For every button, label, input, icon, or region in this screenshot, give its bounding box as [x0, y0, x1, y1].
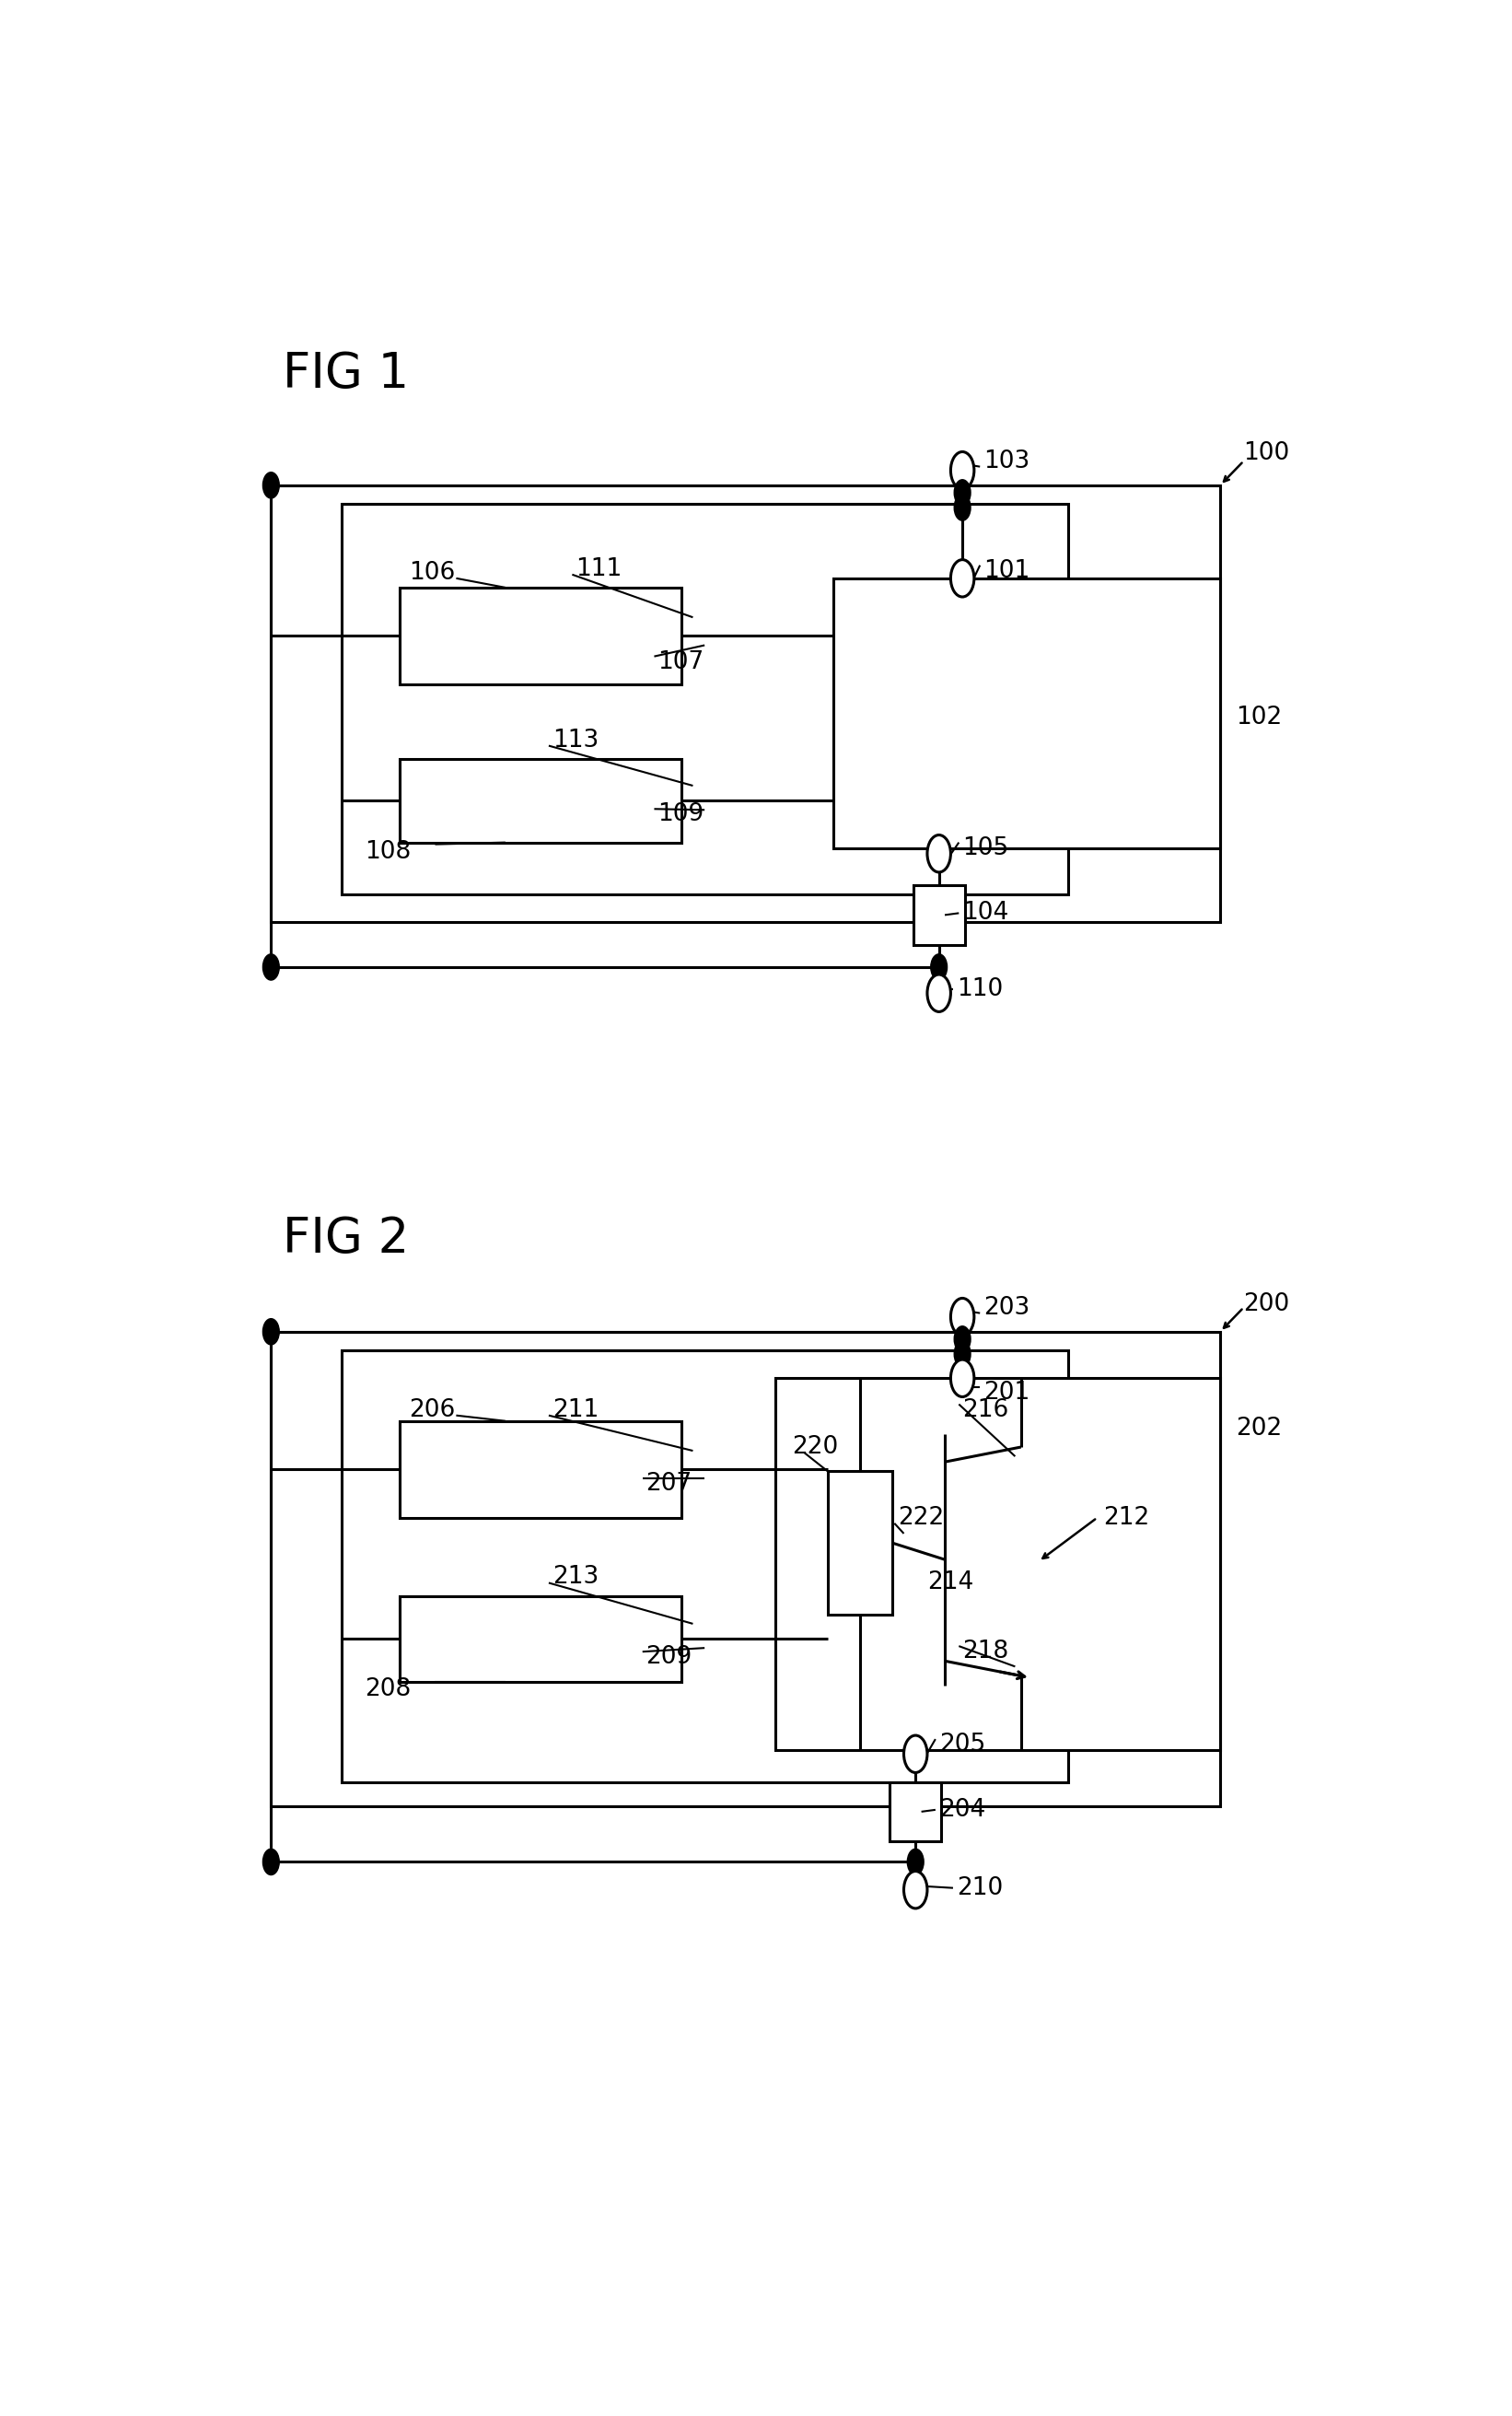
Circle shape	[951, 561, 974, 597]
Text: 203: 203	[983, 1295, 1030, 1319]
Circle shape	[951, 452, 974, 488]
Text: 214: 214	[927, 1570, 974, 1595]
Circle shape	[954, 495, 971, 519]
Text: 111: 111	[576, 558, 621, 580]
Text: 207: 207	[646, 1471, 692, 1496]
Text: 106: 106	[410, 561, 455, 585]
Bar	[399, 1597, 682, 1682]
Text: 105: 105	[963, 836, 1009, 860]
Bar	[399, 759, 682, 843]
Circle shape	[951, 1297, 974, 1336]
Text: 208: 208	[364, 1677, 411, 1701]
Bar	[827, 1471, 892, 1614]
Circle shape	[263, 954, 280, 981]
Text: 210: 210	[957, 1875, 1002, 1899]
Text: 212: 212	[1104, 1505, 1149, 1529]
Text: 102: 102	[1235, 705, 1282, 730]
Circle shape	[904, 1735, 927, 1773]
Bar	[271, 1331, 1220, 1807]
Bar	[271, 486, 1220, 923]
Bar	[913, 884, 965, 945]
Text: 100: 100	[1244, 442, 1290, 466]
Text: 110: 110	[957, 978, 1002, 1000]
Bar	[399, 587, 682, 684]
Text: 204: 204	[939, 1798, 986, 1822]
Text: 104: 104	[963, 901, 1009, 925]
Circle shape	[263, 471, 280, 498]
Bar	[399, 1421, 682, 1517]
Text: FIG 2: FIG 2	[283, 1215, 410, 1264]
Text: 205: 205	[939, 1732, 986, 1756]
Text: 220: 220	[792, 1435, 839, 1459]
Circle shape	[954, 1341, 971, 1367]
Bar	[889, 1783, 942, 1841]
Circle shape	[263, 1848, 280, 1875]
Bar	[342, 505, 1067, 894]
Text: 213: 213	[552, 1566, 599, 1590]
Circle shape	[951, 1360, 974, 1396]
Bar	[342, 1351, 1067, 1783]
Circle shape	[954, 481, 971, 505]
Text: 202: 202	[1235, 1416, 1282, 1440]
Circle shape	[263, 1319, 280, 1346]
Text: 109: 109	[658, 802, 705, 826]
Text: 101: 101	[983, 558, 1030, 582]
Circle shape	[931, 954, 947, 981]
Text: 113: 113	[552, 727, 599, 751]
Circle shape	[907, 1848, 924, 1875]
Text: 200: 200	[1244, 1293, 1290, 1317]
Text: 218: 218	[963, 1640, 1009, 1665]
Circle shape	[927, 974, 951, 1012]
Text: 222: 222	[898, 1505, 943, 1529]
Circle shape	[904, 1870, 927, 1909]
Text: 103: 103	[983, 449, 1030, 474]
Text: 209: 209	[646, 1645, 692, 1669]
Text: 206: 206	[410, 1399, 455, 1421]
Circle shape	[927, 836, 951, 872]
Text: 211: 211	[552, 1399, 599, 1421]
Circle shape	[954, 1326, 971, 1353]
Text: 216: 216	[963, 1399, 1009, 1421]
Bar	[833, 577, 1220, 848]
Bar	[776, 1377, 1220, 1749]
Text: 201: 201	[983, 1382, 1030, 1406]
Text: 107: 107	[658, 650, 705, 674]
Text: FIG 1: FIG 1	[283, 350, 410, 399]
Text: 108: 108	[364, 841, 411, 863]
